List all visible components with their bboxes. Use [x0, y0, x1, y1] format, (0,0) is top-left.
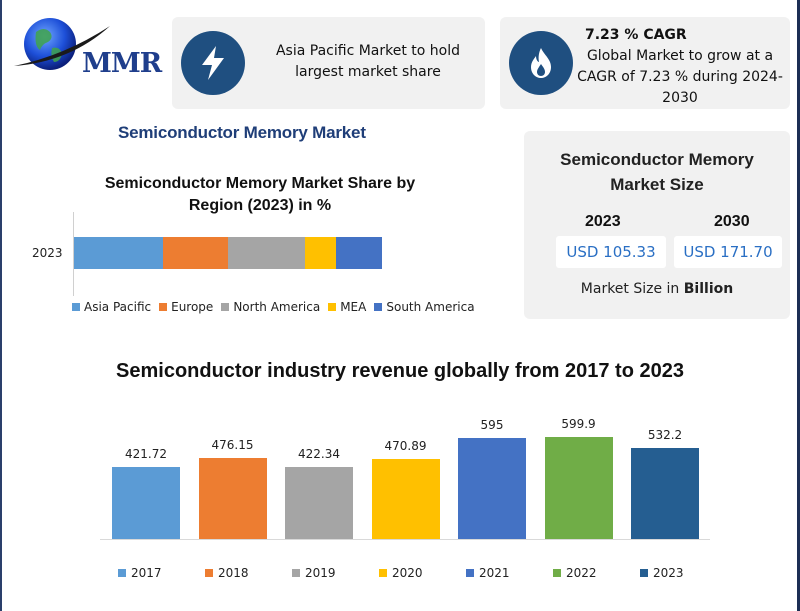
revenue-legend-swatch [379, 569, 387, 577]
revenue-legend-label: 2018 [218, 566, 249, 580]
legend-label: Europe [171, 300, 214, 314]
logo-text: MMR [82, 48, 162, 79]
bar-2017 [112, 467, 180, 539]
bar-value-label-2019: 422.34 [298, 446, 340, 461]
bar-value-label-2017: 421.72 [125, 447, 167, 461]
cagr-line1: Global Market to grow at a [586, 48, 774, 64]
legend-label: North America [233, 300, 321, 314]
market-size-title: Semiconductor Memory Market Size [524, 147, 790, 197]
region-category-label: 2023 [32, 246, 63, 260]
market-size-title-line1: Semiconductor Memory [560, 150, 754, 169]
legend-item-south-america: South America [374, 300, 475, 314]
legend-swatch [328, 303, 337, 311]
legend-item-asia-pacific: Asia Pacific [72, 300, 151, 314]
revenue-legend-label: 2019 [305, 566, 336, 580]
lightning-icon [202, 46, 224, 80]
market-size-year-2030: 2030 [714, 213, 750, 230]
market-size-foot-unit: Billion [683, 281, 734, 297]
bar-value-label-2021: 595 [480, 417, 504, 432]
legend-item-north-america: North America [221, 300, 320, 314]
bar-2022 [544, 437, 613, 539]
revenue-legend-label: 2021 [479, 566, 510, 580]
revenue-legend-label: 2022 [566, 566, 597, 580]
asia-pacific-text: Asia Pacific Market to hold largest mark… [256, 41, 480, 83]
legend-swatch [159, 303, 168, 311]
region-chart-axis [73, 212, 74, 296]
region-chart-title-line2: Region (2023) in % [188, 197, 332, 214]
cagr-text: 7.23 % CAGR Global Market to grow at a C… [575, 25, 785, 109]
flame-icon [531, 48, 551, 78]
bar-2020 [371, 458, 440, 539]
revenue-legend-item-2023: 2023 [640, 566, 684, 580]
cagr-line3: 2030 [662, 90, 698, 106]
revenue-legend-swatch [466, 569, 474, 577]
bar-value-label-2020: 470.89 [384, 438, 427, 453]
cagr-line2: CAGR of 7.23 % during 2024- [577, 69, 783, 85]
revenue-legend-label: 2023 [653, 566, 684, 580]
bar-value-label-2022: 599.9 [561, 417, 596, 431]
market-size-value-2030: USD 171.70 [674, 236, 782, 268]
stack-segment-europe [163, 237, 228, 269]
bar-2018 [198, 457, 267, 539]
legend-label: South America [386, 300, 475, 314]
mmr-logo: MMR [12, 12, 162, 84]
flame-badge [509, 31, 573, 95]
bar-2019 [285, 466, 353, 539]
market-size-year-2023: 2023 [585, 213, 621, 230]
market-size-footnote: Market Size in Billion [524, 281, 790, 297]
stack-segment-asia-pacific [74, 237, 164, 269]
bar-2021 [458, 437, 526, 539]
region-chart-title: Semiconductor Memory Market Share by Reg… [60, 173, 460, 217]
region-legend: Asia Pacific Europe North America MEA South … [72, 300, 483, 314]
bar-value-label-2018: 476.15 [211, 437, 254, 452]
revenue-legend-label: 2020 [392, 566, 423, 580]
cagr-title: 7.23 % CAGR [585, 27, 687, 43]
revenue-legend-item-2020: 2020 [379, 566, 423, 580]
lightning-badge [181, 31, 245, 95]
revenue-legend-swatch [292, 569, 300, 577]
revenue-legend-item-2022: 2022 [553, 566, 597, 580]
revenue-legend-swatch [205, 569, 213, 577]
revenue-legend-item-2017: 2017 [118, 566, 162, 580]
market-size-value-2023: USD 105.33 [556, 236, 666, 268]
bar-value-label-2023: 532.2 [647, 428, 683, 443]
revenue-chart-baseline [100, 539, 710, 540]
asia-pacific-line2: largest market share [295, 64, 441, 80]
legend-swatch [374, 303, 383, 311]
revenue-legend-item-2021: 2021 [466, 566, 510, 580]
revenue-legend-label: 2017 [131, 566, 162, 580]
revenue-legend-item-2019: 2019 [292, 566, 336, 580]
revenue-chart-title: Semiconductor industry revenue globally … [116, 360, 684, 382]
stack-segment-mea [305, 237, 336, 269]
legend-item-europe: Europe [159, 300, 213, 314]
legend-label: MEA [340, 300, 367, 314]
stack-segment-north-america [228, 237, 305, 269]
region-chart-title-line1: Semiconductor Memory Market Share by [104, 175, 416, 192]
revenue-legend-item-2018: 2018 [205, 566, 249, 580]
asia-pacific-line1: Asia Pacific Market to hold [275, 43, 461, 59]
legend-swatch [221, 303, 230, 311]
legend-label: Asia Pacific [84, 300, 152, 314]
stack-segment-south-america [335, 237, 382, 269]
left-border [0, 0, 2, 611]
revenue-legend-swatch [553, 569, 561, 577]
globe-icon [14, 18, 110, 70]
section-title: Semiconductor Memory Market [118, 123, 366, 142]
legend-item-mea: MEA [328, 300, 366, 314]
market-size-title-line2: Market Size [610, 175, 704, 194]
market-size-foot-prefix: Market Size in [580, 281, 684, 297]
legend-swatch [72, 303, 80, 311]
market-size-card: Semiconductor Memory Market Size 2023 20… [524, 131, 790, 319]
revenue-legend-swatch [118, 569, 126, 577]
revenue-legend-swatch [640, 569, 648, 577]
bar-2023 [631, 448, 699, 539]
right-border [797, 0, 800, 611]
